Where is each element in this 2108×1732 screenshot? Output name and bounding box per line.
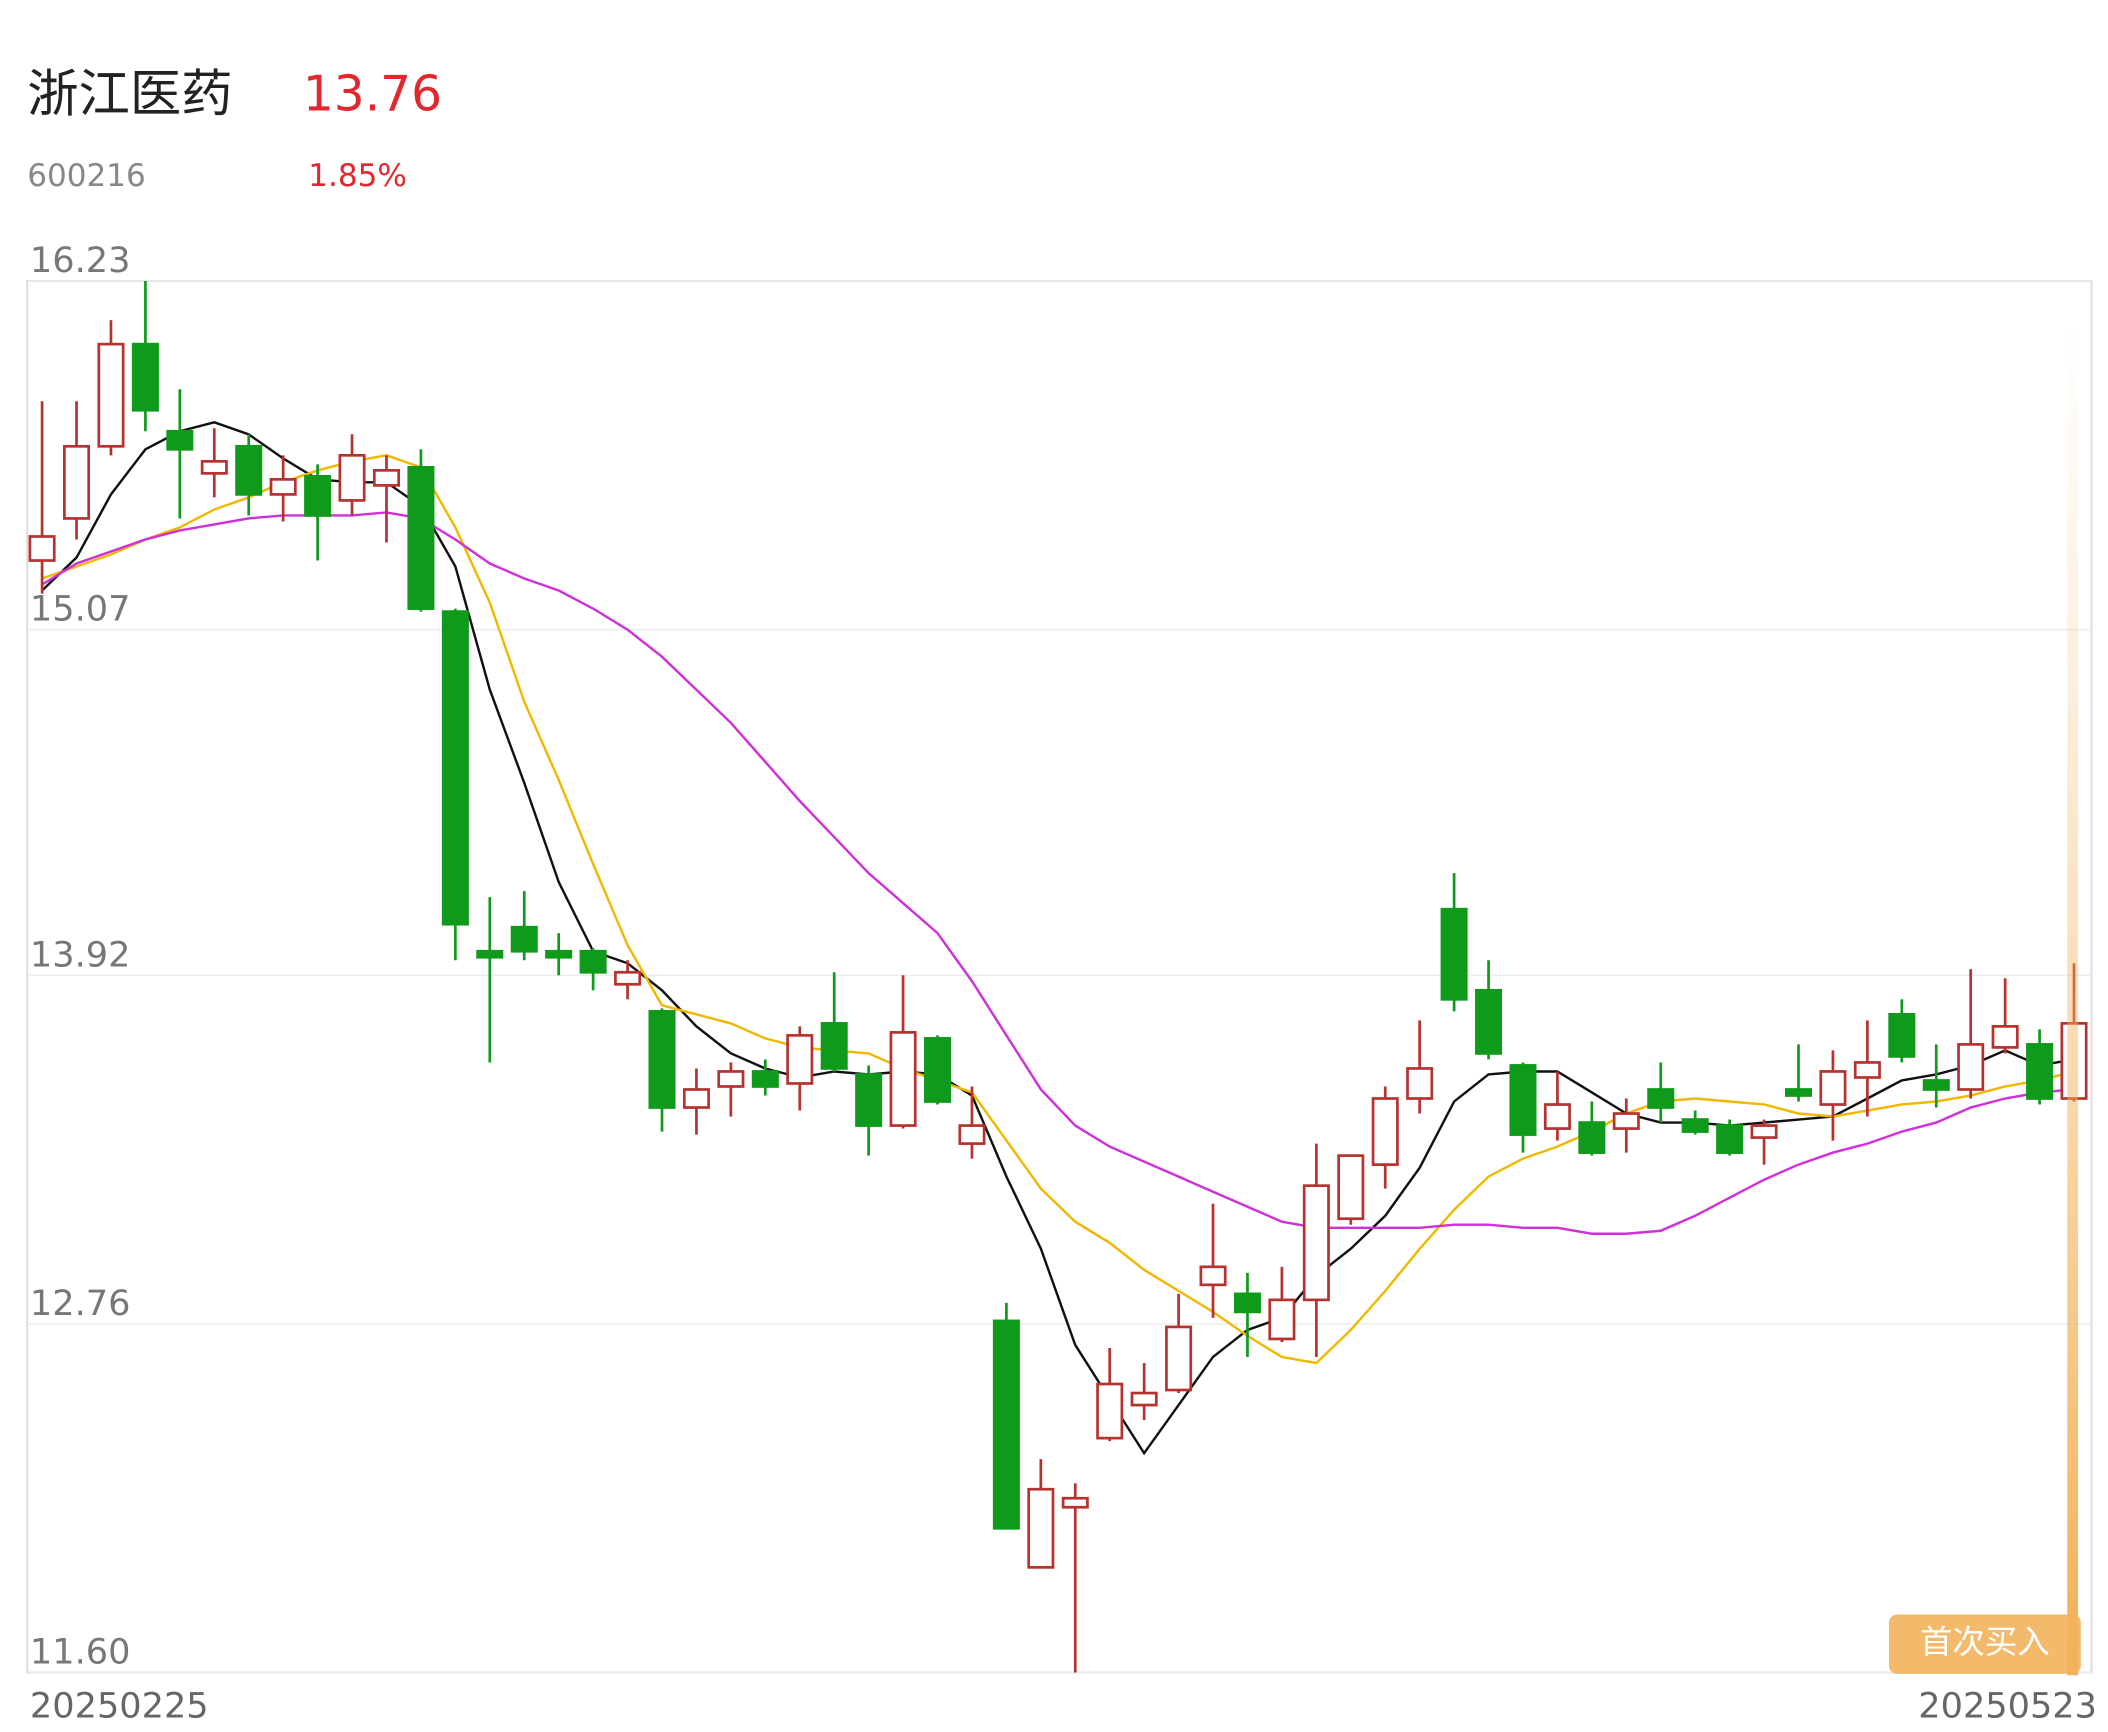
candle-body — [820, 1022, 848, 1070]
candle-body — [889, 1031, 917, 1127]
candle-body — [1199, 1265, 1227, 1287]
candle-body — [1371, 1097, 1399, 1166]
y-tick-label: 13.92 — [30, 934, 131, 975]
candle-body — [545, 949, 573, 959]
candle-body — [958, 1124, 986, 1145]
candle-body — [2026, 1043, 2054, 1100]
candle-body — [1957, 1043, 1985, 1091]
moving-average-line — [41, 454, 2075, 1365]
candle-body — [1612, 1112, 1640, 1130]
candle-body — [992, 1319, 1020, 1530]
highlight-bar — [2067, 324, 2079, 1676]
candle-body — [1130, 1391, 1158, 1407]
candle-body — [1784, 1088, 1813, 1097]
candle-body — [1716, 1124, 1744, 1154]
candle-body — [1027, 1487, 1055, 1569]
candle-body — [1233, 1292, 1261, 1314]
moving-average-line — [41, 421, 2075, 1456]
candle-body — [1543, 1103, 1571, 1130]
candle-body — [1475, 988, 1503, 1055]
candle-body — [338, 453, 366, 502]
candle-body — [1922, 1079, 1950, 1091]
y-tick-label: 11.60 — [30, 1632, 131, 1673]
candle-body — [682, 1088, 710, 1109]
candle-body — [1819, 1070, 1847, 1106]
candle-body — [1509, 1064, 1537, 1136]
candle-body — [1165, 1325, 1193, 1392]
candle-body — [1302, 1184, 1330, 1302]
buy-button[interactable] — [1888, 1614, 2081, 1674]
candle-body — [1750, 1124, 1778, 1139]
candle-body — [717, 1070, 745, 1088]
candle-body — [1061, 1496, 1089, 1509]
candle-body — [476, 949, 504, 959]
candle-body — [407, 466, 435, 610]
stock-change: 1.85% — [308, 158, 407, 194]
candle-body — [200, 459, 228, 475]
candle-body — [1681, 1118, 1709, 1133]
candle-body — [855, 1073, 883, 1127]
candle-body — [786, 1034, 814, 1085]
moving-average-line — [41, 511, 2075, 1235]
stock-code: 600216 — [27, 158, 146, 194]
candle-body — [510, 925, 538, 953]
candle-body — [441, 610, 469, 926]
candle-body — [28, 535, 56, 562]
candle-body — [1853, 1061, 1881, 1079]
plot-frame — [26, 279, 2093, 1674]
buy-button-label[interactable]: 首次买入 — [1920, 1623, 2050, 1661]
y-tick-label: 12.76 — [30, 1283, 131, 1324]
stock-name: 浙江医药 — [27, 64, 232, 124]
y-tick-label: 15.07 — [30, 589, 131, 630]
x-tick-label: 20250523 — [1918, 1686, 2097, 1727]
candle-body — [1578, 1121, 1606, 1154]
candle-body — [372, 469, 400, 487]
candle-body — [1406, 1067, 1434, 1100]
candle-body — [751, 1070, 779, 1088]
candle-body — [579, 949, 607, 974]
candle-body — [1268, 1298, 1296, 1341]
candle-body — [269, 478, 297, 496]
candle-body — [924, 1037, 952, 1103]
x-tick-label: 20250225 — [30, 1686, 209, 1727]
stock-price: 13.76 — [303, 66, 442, 122]
candle-body — [63, 444, 91, 520]
y-tick-label: 16.23 — [30, 240, 131, 281]
candle-body — [235, 444, 263, 496]
candle-body — [1888, 1013, 1916, 1058]
candle-body — [1440, 907, 1468, 1001]
candle-body — [1096, 1382, 1124, 1440]
candle-body — [97, 342, 125, 448]
candle-body — [304, 475, 332, 517]
candle-body — [166, 429, 194, 451]
candle-body — [1337, 1154, 1365, 1221]
candle-body — [1991, 1025, 2019, 1049]
candle-body — [131, 342, 159, 412]
candle-body — [1647, 1088, 1675, 1109]
candle-body — [614, 970, 642, 986]
candle-body — [648, 1009, 676, 1109]
